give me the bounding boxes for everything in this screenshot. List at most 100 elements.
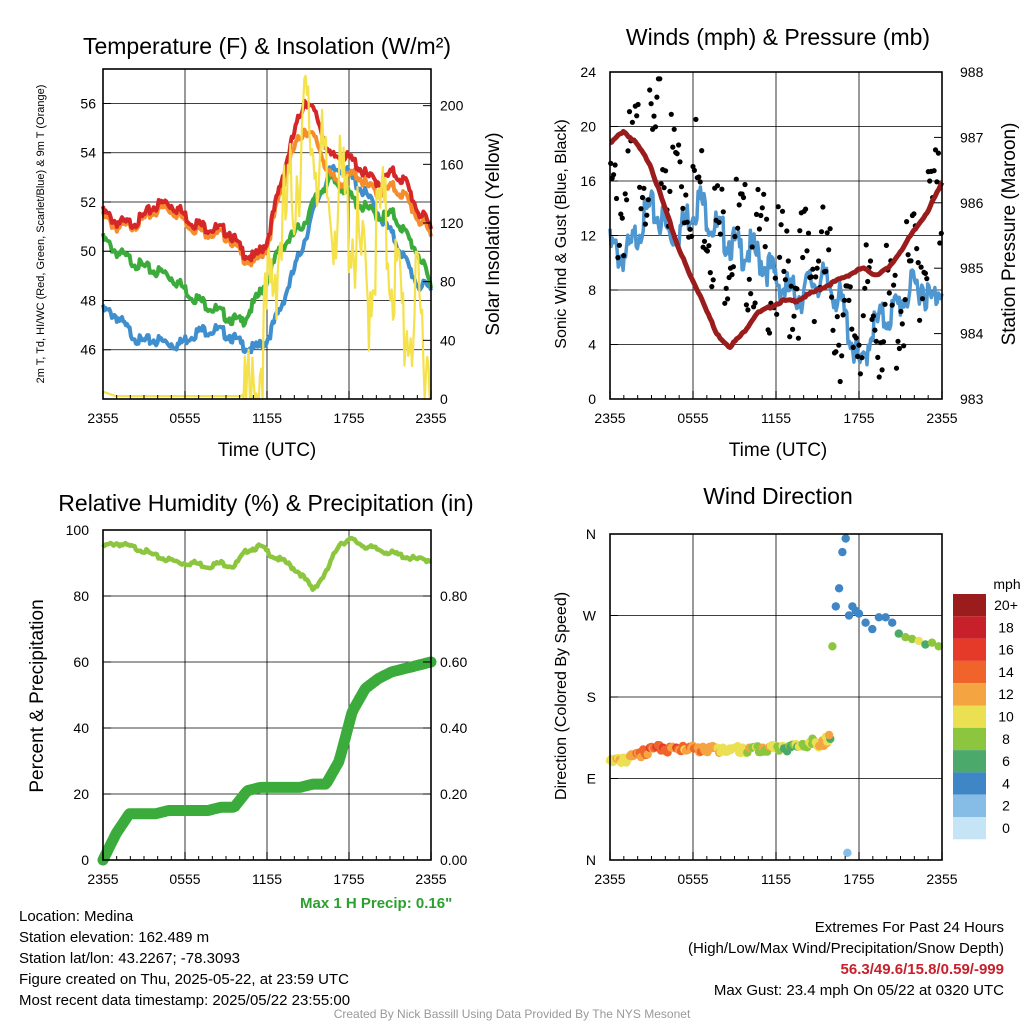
direction-point	[927, 638, 937, 647]
gust-point	[805, 230, 812, 236]
gust-point	[849, 326, 855, 332]
gust-point	[811, 318, 817, 325]
y-tick-label: W	[583, 608, 597, 624]
gust-point	[629, 119, 636, 125]
x-tick-label: 2355	[926, 410, 957, 426]
gust-point	[873, 338, 879, 344]
y-tick-label: 52	[80, 194, 96, 210]
gust-point	[775, 204, 781, 210]
gust-point	[753, 211, 760, 217]
gust-point	[707, 270, 713, 276]
y2-tick-label: 0.40	[440, 720, 467, 736]
legend-swatch	[953, 750, 986, 773]
humidity-chart: 2355 0555 1155 1755 2355 0 20 40 60 80 100 0.00 0.20…	[27, 490, 474, 887]
direction-point	[824, 730, 834, 740]
gust-point	[615, 255, 621, 261]
gust-point	[915, 260, 921, 266]
direction-point	[838, 547, 847, 557]
gust-point	[924, 276, 930, 282]
y2-tick-label: 0	[440, 391, 448, 407]
gust-point	[892, 272, 898, 278]
y-tick-label: 60	[73, 654, 89, 670]
legend-label: 2	[1002, 798, 1010, 814]
gust-point	[862, 285, 868, 291]
gust-point	[834, 314, 840, 320]
gust-point	[889, 302, 895, 308]
x-tick-label: 2355	[87, 410, 118, 426]
gust-point	[677, 159, 683, 165]
pressure-series-line	[609, 129, 945, 350]
gust-point	[732, 233, 738, 240]
legend-label: 10	[998, 709, 1014, 725]
speed-legend: mph 20+ 18 16 14 12 10 8 6 4 2 0	[953, 576, 1021, 840]
y-tick-label: 20	[580, 119, 596, 135]
y-tick-label: 12	[580, 228, 596, 244]
legend-label: 20+	[994, 597, 1018, 613]
x-tick-label: 2355	[594, 871, 625, 887]
gust-point	[829, 294, 835, 300]
legend-label: 16	[998, 642, 1014, 658]
gust-point	[657, 76, 663, 82]
gust-point	[886, 290, 892, 296]
y2-tick-label: 0.60	[440, 654, 467, 670]
gust-point	[804, 248, 810, 254]
gust-point	[651, 113, 657, 119]
gust-point	[730, 264, 737, 270]
gust-point	[919, 296, 926, 302]
gust-point	[644, 212, 650, 218]
gust-point	[618, 211, 624, 217]
gust-point	[638, 206, 644, 212]
y2-axis-label: Solar Insolation (Yellow)	[483, 132, 504, 335]
gust-point	[684, 219, 690, 225]
gust-point	[622, 191, 628, 197]
gust-point	[687, 226, 693, 232]
gust-point	[668, 111, 674, 117]
direction-point	[901, 633, 910, 642]
gust-point	[813, 274, 819, 280]
gust-point	[670, 144, 676, 150]
gust-point	[720, 209, 726, 215]
legend-swatch	[953, 660, 986, 684]
legend-swatch	[953, 638, 986, 661]
gust-point	[875, 354, 881, 360]
gust-point	[882, 301, 888, 307]
gust-point	[648, 101, 654, 107]
gust-point	[716, 219, 722, 225]
gust-point	[680, 205, 686, 211]
legend-swatch	[953, 594, 986, 617]
gust-point	[895, 338, 901, 344]
direction-point	[907, 634, 917, 644]
gust-point	[857, 371, 864, 377]
y-tick-label: 20	[73, 786, 89, 802]
gust-point	[810, 266, 816, 272]
gust-point	[746, 276, 752, 282]
x-tick-label: 1755	[333, 871, 364, 887]
gust-point	[777, 254, 783, 260]
y-tick-label: 100	[66, 522, 90, 538]
gust-point	[624, 197, 630, 203]
direction-point	[843, 848, 852, 857]
gust-point	[911, 211, 917, 217]
y2-tick-label: 0.80	[440, 588, 467, 604]
x-tick-label: 2355	[87, 871, 118, 887]
gust-point	[782, 277, 789, 283]
gust-point	[850, 344, 856, 350]
y-axis-label: 2m T, Td, HI/WC (Red, Green, Scarlet/Blu…	[35, 85, 47, 384]
extremes-values: 56.3/49.6/15.8/0.59/-999	[840, 961, 1004, 978]
y-tick-label: 24	[580, 64, 596, 80]
gust-point	[658, 181, 664, 187]
y-tick-label: 40	[73, 720, 89, 736]
gust-point	[800, 254, 806, 261]
direction-point	[841, 534, 850, 543]
gust-point	[678, 184, 685, 190]
gust-point	[654, 94, 660, 100]
gust-point	[879, 367, 885, 373]
gust-point	[922, 270, 929, 276]
gust-point	[899, 321, 905, 327]
gust-point	[671, 126, 677, 132]
gust-point	[790, 326, 796, 332]
gust-point	[699, 148, 705, 154]
legend-swatch	[953, 772, 986, 795]
direction-point	[643, 750, 652, 759]
station-elevation: Station elevation: 162.489 m	[19, 929, 210, 946]
